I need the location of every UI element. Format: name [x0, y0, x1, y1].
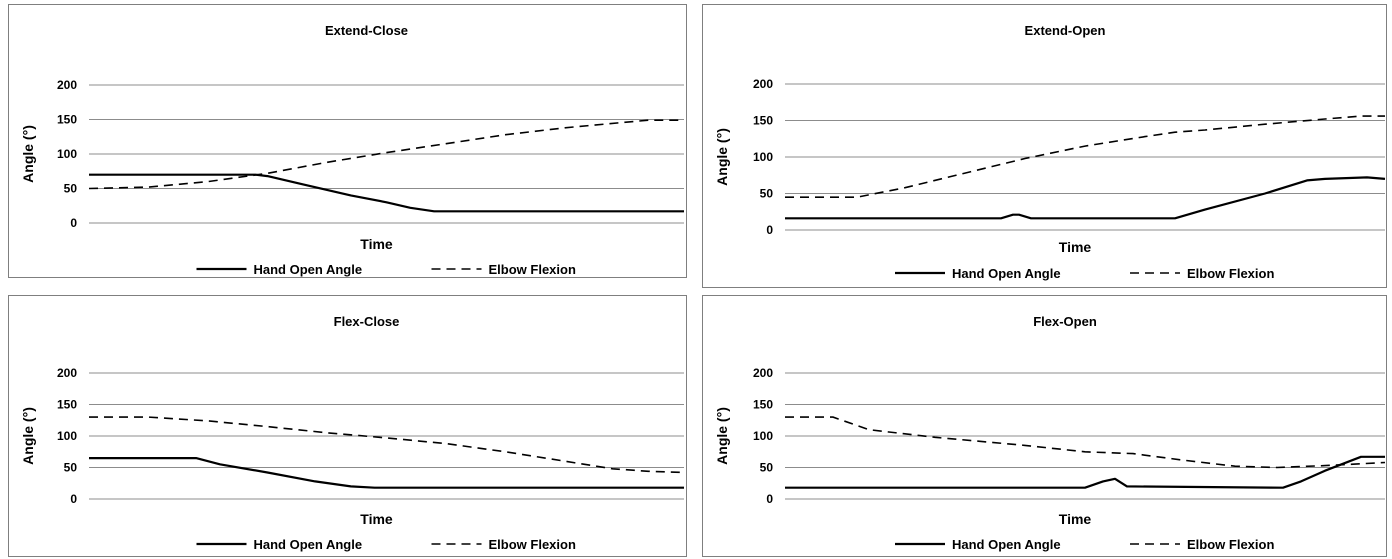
series-line-elbow-flexion	[88, 119, 684, 190]
legend-label: Elbow Flexion	[489, 537, 576, 552]
series-line-hand-open-angle	[89, 173, 684, 213]
y-tick-label: 150	[753, 398, 773, 412]
legend-label: Elbow Flexion	[1187, 537, 1274, 552]
y-tick-label: 150	[57, 398, 77, 412]
chart-panel-flex-close: Flex-Close 0 50 100 150 200 Angle (°) Time Hand …	[8, 295, 687, 557]
chart-svg-flex-open: Flex-Open 0 50 100 150 200 Angle (°) Time Hand O…	[714, 314, 1386, 552]
x-axis-label: Time	[360, 511, 393, 527]
y-tick-label: 100	[753, 150, 773, 164]
legend-item-elbow-flexion: Elbow Flexion	[1130, 266, 1274, 281]
chart-svg-extend-close: Extend-Close 0 50 100 150 200 Angle (°) Time Han…	[20, 23, 684, 277]
y-tick-label: 0	[766, 492, 773, 506]
series-line-elbow-flexion	[785, 416, 1386, 469]
legend-label: Elbow Flexion	[1187, 266, 1274, 281]
y-tick-label: 50	[760, 461, 774, 475]
chart-svg-extend-open: Extend-Open 0 50 100 150 200 Angle (°) Time Hand…	[714, 23, 1386, 281]
chart-title: Extend-Close	[325, 23, 408, 38]
chart-title: Extend-Open	[1025, 23, 1106, 38]
legend-label: Elbow Flexion	[489, 262, 576, 277]
series-line-hand-open-angle	[89, 457, 684, 489]
y-tick-label: 50	[64, 461, 78, 475]
y-tick-label: 50	[760, 187, 774, 201]
y-axis-label: Angle (°)	[20, 407, 36, 465]
x-axis-label: Time	[360, 236, 393, 252]
y-tick-label: 50	[64, 182, 78, 196]
legend-item-hand-open-angle: Hand Open Angle	[196, 537, 363, 552]
legend-label: Hand Open Angle	[952, 266, 1061, 281]
series-line-hand-open-angle	[785, 455, 1385, 489]
y-tick-label: 200	[753, 77, 773, 91]
y-axis-label: Angle (°)	[714, 128, 730, 186]
chart-panel-flex-open: Flex-Open 0 50 100 150 200 Angle (°) Time Hand O…	[702, 295, 1387, 557]
legend-item-hand-open-angle: Hand Open Angle	[196, 262, 363, 277]
y-tick-label: 200	[57, 78, 77, 92]
legend-item-elbow-flexion: Elbow Flexion	[1130, 537, 1274, 552]
y-tick-label: 100	[57, 147, 77, 161]
y-tick-label: 200	[753, 366, 773, 380]
legend-label: Hand Open Angle	[254, 537, 363, 552]
chart-svg-flex-close: Flex-Close 0 50 100 150 200 Angle (°) Time Hand …	[20, 314, 685, 552]
legend-item-hand-open-angle: Hand Open Angle	[895, 537, 1061, 552]
y-tick-label: 0	[766, 223, 773, 237]
y-tick-label: 200	[57, 366, 77, 380]
y-tick-label: 150	[57, 113, 77, 127]
chart-title: Flex-Open	[1033, 314, 1097, 329]
series-line-elbow-flexion	[89, 416, 685, 474]
y-axis-label: Angle (°)	[714, 407, 730, 465]
legend-label: Hand Open Angle	[254, 262, 363, 277]
series-line-hand-open-angle	[785, 176, 1386, 220]
legend-item-elbow-flexion: Elbow Flexion	[431, 537, 576, 552]
y-tick-label: 150	[753, 114, 773, 128]
legend-item-elbow-flexion: Elbow Flexion	[431, 262, 576, 277]
x-axis-label: Time	[1059, 511, 1092, 527]
y-tick-label: 0	[70, 216, 77, 230]
chart-panel-extend-close: Extend-Close 0 50 100 150 200 Angle (°) Time Han…	[8, 4, 687, 278]
y-tick-label: 0	[70, 492, 77, 506]
chart-title: Flex-Close	[334, 314, 400, 329]
y-tick-label: 100	[57, 429, 77, 443]
series-line-elbow-flexion	[785, 115, 1385, 198]
x-axis-label: Time	[1059, 239, 1092, 255]
y-tick-label: 100	[753, 429, 773, 443]
legend-label: Hand Open Angle	[952, 537, 1061, 552]
y-axis-label: Angle (°)	[20, 125, 36, 183]
legend-item-hand-open-angle: Hand Open Angle	[895, 266, 1061, 281]
chart-panel-extend-open: Extend-Open 0 50 100 150 200 Angle (°) Time Hand…	[702, 4, 1387, 288]
